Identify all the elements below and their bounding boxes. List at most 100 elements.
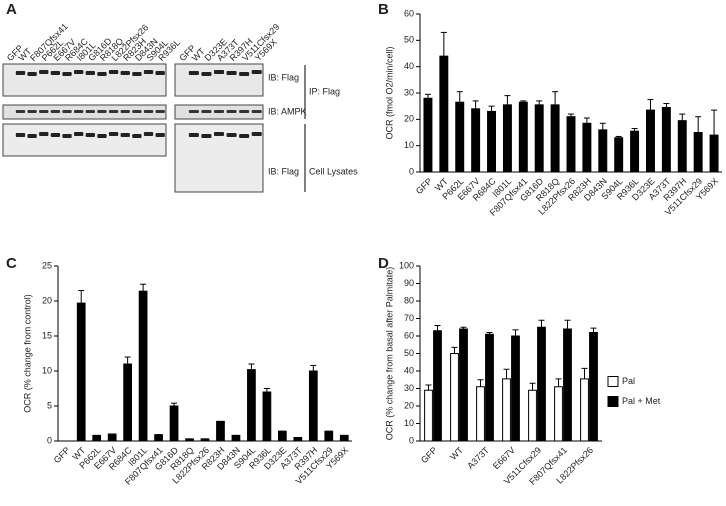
bar	[554, 386, 563, 442]
band	[132, 134, 142, 138]
band	[201, 110, 212, 113]
band	[85, 133, 95, 137]
panel-label: C	[6, 255, 17, 272]
band	[108, 132, 119, 136]
blot-row-label: IB: Flag	[268, 72, 299, 82]
band	[108, 70, 119, 74]
bar	[614, 137, 624, 173]
y-tick-label: 20	[404, 114, 414, 124]
band	[62, 72, 72, 76]
blot-strip	[2, 104, 167, 120]
band	[74, 110, 84, 113]
bar	[646, 109, 655, 173]
y-tick-label: 0	[409, 435, 414, 445]
bar	[324, 430, 334, 442]
band	[50, 110, 61, 113]
x-tick-label: A373T	[465, 445, 491, 471]
legend-swatch	[607, 396, 619, 407]
bar	[433, 330, 442, 442]
band	[74, 70, 84, 74]
band	[155, 133, 165, 137]
bar	[169, 405, 179, 442]
bar	[661, 106, 671, 173]
band	[213, 132, 225, 136]
band	[143, 110, 154, 113]
bar	[582, 122, 592, 173]
y-tick-label: 10	[42, 365, 52, 375]
bar	[589, 332, 598, 442]
band	[188, 71, 199, 75]
band	[132, 72, 142, 76]
band	[239, 110, 250, 113]
bar	[439, 55, 449, 173]
bar	[471, 108, 481, 173]
bar	[677, 120, 687, 173]
bar	[339, 434, 349, 442]
band	[226, 71, 237, 75]
band	[27, 110, 37, 113]
blot-strip	[2, 123, 167, 157]
bar	[216, 420, 225, 442]
band	[213, 70, 225, 74]
bar	[262, 391, 272, 442]
band	[108, 110, 119, 113]
y-tick-label: 30	[404, 87, 414, 97]
y-tick-label: 40	[404, 365, 414, 375]
legend-swatch	[607, 376, 619, 387]
bar	[247, 369, 256, 442]
blot-row-label: IB: AMPK	[268, 106, 307, 116]
band	[213, 110, 225, 113]
bar	[693, 132, 703, 173]
y-axis-label: OCR (% change from control)	[22, 294, 32, 413]
band	[15, 110, 26, 113]
bar	[528, 389, 537, 442]
band	[62, 110, 72, 113]
band	[251, 132, 262, 136]
bar	[502, 378, 511, 442]
bar	[485, 333, 494, 442]
y-tick-label: 50	[404, 35, 414, 45]
band	[39, 70, 49, 74]
bar	[138, 290, 148, 442]
y-tick-label: 10	[404, 140, 414, 150]
band	[85, 71, 95, 75]
y-tick-label: 20	[42, 295, 52, 305]
band	[120, 133, 130, 137]
bar	[709, 134, 719, 173]
bar	[511, 335, 520, 442]
bar	[476, 386, 485, 442]
y-tick-label: 90	[404, 278, 414, 288]
band	[132, 110, 142, 113]
band	[27, 72, 37, 76]
y-tick-label: 70	[404, 313, 414, 323]
band	[201, 134, 212, 138]
blot-row-label: IB: Flag	[268, 166, 299, 176]
y-tick-label: 15	[42, 330, 52, 340]
band	[188, 110, 199, 113]
x-tick-label: GFP	[419, 445, 439, 465]
bar	[598, 129, 608, 173]
y-tick-label: 60	[404, 330, 414, 340]
y-tick-label: 60	[404, 8, 414, 18]
bar	[293, 437, 303, 442]
band	[155, 71, 165, 75]
band	[50, 133, 61, 137]
band	[74, 132, 84, 136]
y-tick-label: 20	[404, 400, 414, 410]
x-tick-label: GFP	[414, 176, 434, 196]
bar	[450, 353, 459, 442]
y-axis-label: OCR (fmol O2/min/cell)	[384, 46, 394, 139]
bar	[76, 302, 86, 442]
y-tick-label: 30	[404, 383, 414, 393]
bar	[423, 97, 433, 173]
x-tick-label: GFP	[52, 445, 72, 465]
bar	[455, 101, 465, 173]
bar	[278, 430, 287, 442]
blot-group-label: IP: Flag	[309, 86, 340, 96]
y-tick-label: 100	[399, 260, 414, 270]
bar	[630, 130, 640, 173]
band	[201, 72, 212, 76]
bar	[459, 328, 468, 442]
legend-label: Pal	[622, 376, 635, 386]
